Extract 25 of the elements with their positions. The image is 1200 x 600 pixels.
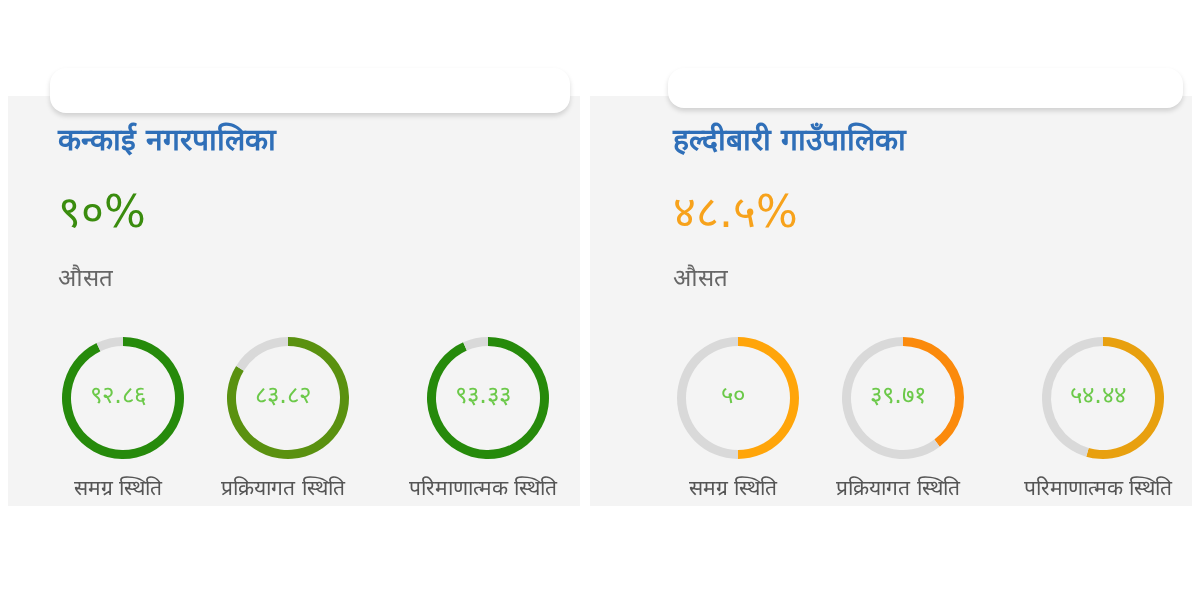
text: कन्काई नगरपालिका — [58, 121, 277, 159]
donut-slice — [62, 337, 184, 459]
text: ५० — [720, 380, 746, 410]
text: ९२.८६ — [89, 380, 147, 410]
text: ९३.३३ — [454, 380, 512, 410]
text: समग्र स्थिति — [72, 475, 164, 501]
text: समग्र स्थिति — [687, 475, 779, 501]
donut-slice — [427, 337, 549, 459]
donut-slice — [842, 337, 940, 459]
text: ३९.७१ — [869, 380, 927, 410]
donut-slice — [227, 337, 349, 459]
donut-slice — [236, 337, 288, 371]
text: औसत — [673, 263, 728, 293]
text: परिमाणात्मक स्थिति — [407, 475, 559, 501]
text: ९०% — [58, 185, 146, 239]
text: ४८.५% — [673, 185, 798, 239]
donut-slice — [96, 337, 123, 352]
text: परिमाणात्मक स्थिति — [1022, 475, 1174, 501]
donut-slice — [463, 337, 488, 351]
text: ८३.८२ — [254, 380, 312, 410]
text: ५४.४४ — [1069, 380, 1127, 410]
text: प्रक्रियागत स्थिति — [835, 475, 962, 501]
text: औसत — [58, 263, 113, 293]
text: प्रक्रियागत स्थिति — [220, 475, 347, 501]
text: हल्दीबारी गाउँपालिका — [673, 121, 907, 159]
